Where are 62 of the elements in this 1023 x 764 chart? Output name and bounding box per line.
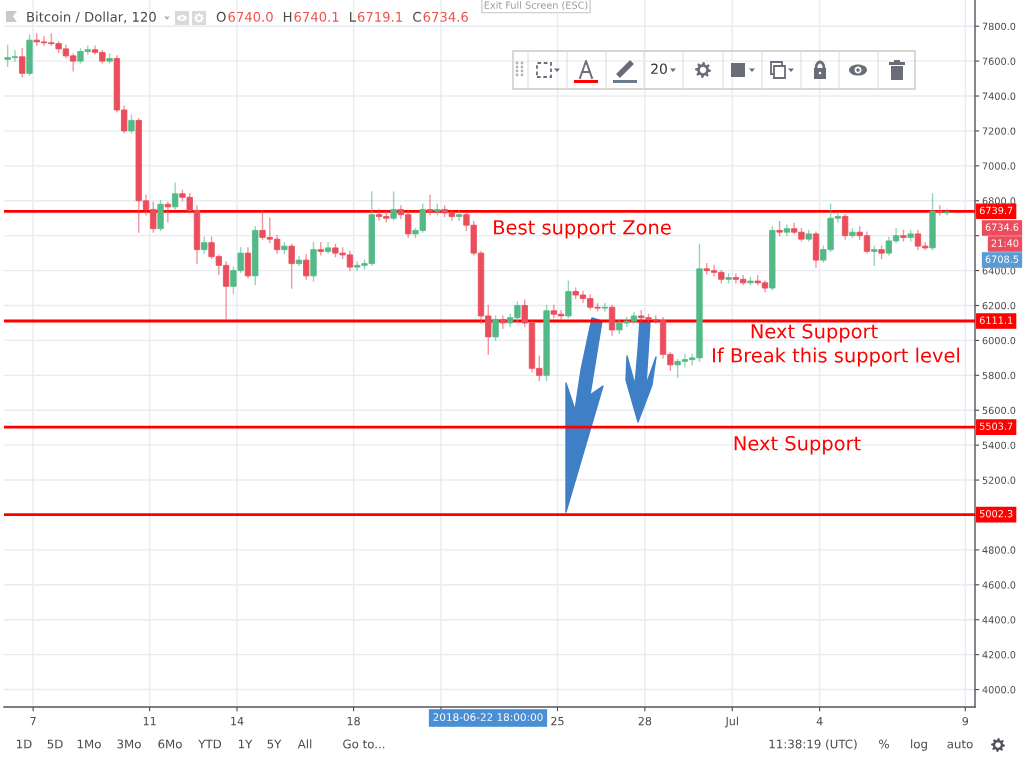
x-tick-label: 14 (231, 717, 244, 726)
text: 1Y (238, 739, 253, 749)
x-tick-label: 7 (30, 717, 36, 726)
x-tick-label: 18 (347, 716, 360, 726)
y-tick-label: 7000.0 (982, 162, 1016, 170)
annotation: 20 (651, 63, 667, 75)
text: All (297, 739, 312, 749)
x-tick-label: 4 (816, 717, 823, 726)
x-tick-label: 28 (638, 716, 652, 726)
text: 5D (47, 739, 63, 749)
candlestick (601, 303, 608, 312)
text: YTD (198, 739, 222, 749)
annotation: Exit Full Screen (ESC) (484, 1, 588, 10)
y-tick-label: 4200.0 (982, 651, 1016, 659)
y-tick-label: 7800.0 (982, 22, 1016, 31)
text: Bitcoin / Dollar, 120 (27, 11, 156, 24)
ref-line-label: 6111.1 (979, 316, 1013, 324)
candlestick (499, 315, 506, 329)
x-tick-label: 11 (143, 717, 156, 726)
annotation: Best support Zone (494, 220, 671, 239)
candlestick (456, 210, 463, 221)
text: 1D (17, 739, 32, 749)
y-tick-label: 4000.0 (982, 686, 1016, 694)
candlestick (324, 241, 332, 254)
y-tick-label: 6200.0 (982, 301, 1016, 310)
text: log (911, 739, 927, 751)
x-tick-label: 9 (962, 716, 969, 726)
y-tick-label: 6400.0 (982, 267, 1016, 275)
y-tick-label: 4600.0 (982, 581, 1016, 589)
ref-line-label: 5002.3 (979, 510, 1013, 518)
text: 11:38:19 (UTC) (769, 739, 857, 750)
text: 5Y (267, 739, 282, 749)
y-tick-label: 7600.0 (982, 57, 1016, 65)
text: 3Mo (117, 739, 141, 749)
y-tick-label: 4800.0 (982, 546, 1016, 554)
text: O6740.0 H6740.1 L6719.1 C6734.6 (216, 11, 468, 22)
ref-line-label: 5503.7 (979, 422, 1013, 430)
text: Go to... (343, 739, 385, 749)
text: 6734.6 (985, 223, 1019, 231)
annotation: Next Support (734, 435, 861, 455)
y-tick-label: 7400.0 (982, 92, 1016, 100)
y-tick-label: 5200.0 (982, 476, 1016, 484)
y-tick-label: 6800.0 (982, 197, 1016, 205)
text: 1Mo (77, 739, 101, 749)
y-tick-label: 7200.0 (982, 127, 1016, 135)
x-tick-label: 25 (551, 716, 564, 726)
y-tick-label: 5600.0 (982, 406, 1016, 415)
x-tick-label: Jul (724, 716, 738, 728)
text: 2018-06-22 18:00:00 (433, 713, 543, 722)
y-tick-label: 4400.0 (982, 616, 1016, 624)
ref-line-label: 6739.7 (979, 206, 1013, 215)
y-tick-label: 5800.0 (982, 371, 1016, 380)
annotation: If Break this support level (713, 347, 960, 367)
text: 6708.5 (985, 255, 1019, 263)
text: 21:40 (991, 239, 1019, 247)
candlestick (783, 224, 791, 237)
text: auto (947, 739, 973, 749)
y-tick-label: 6000.0 (982, 336, 1016, 345)
y-tick-label: 5400.0 (982, 441, 1016, 449)
annotation: Next Support (751, 323, 878, 343)
text: % (879, 739, 889, 749)
text: 6Mo (158, 739, 182, 749)
